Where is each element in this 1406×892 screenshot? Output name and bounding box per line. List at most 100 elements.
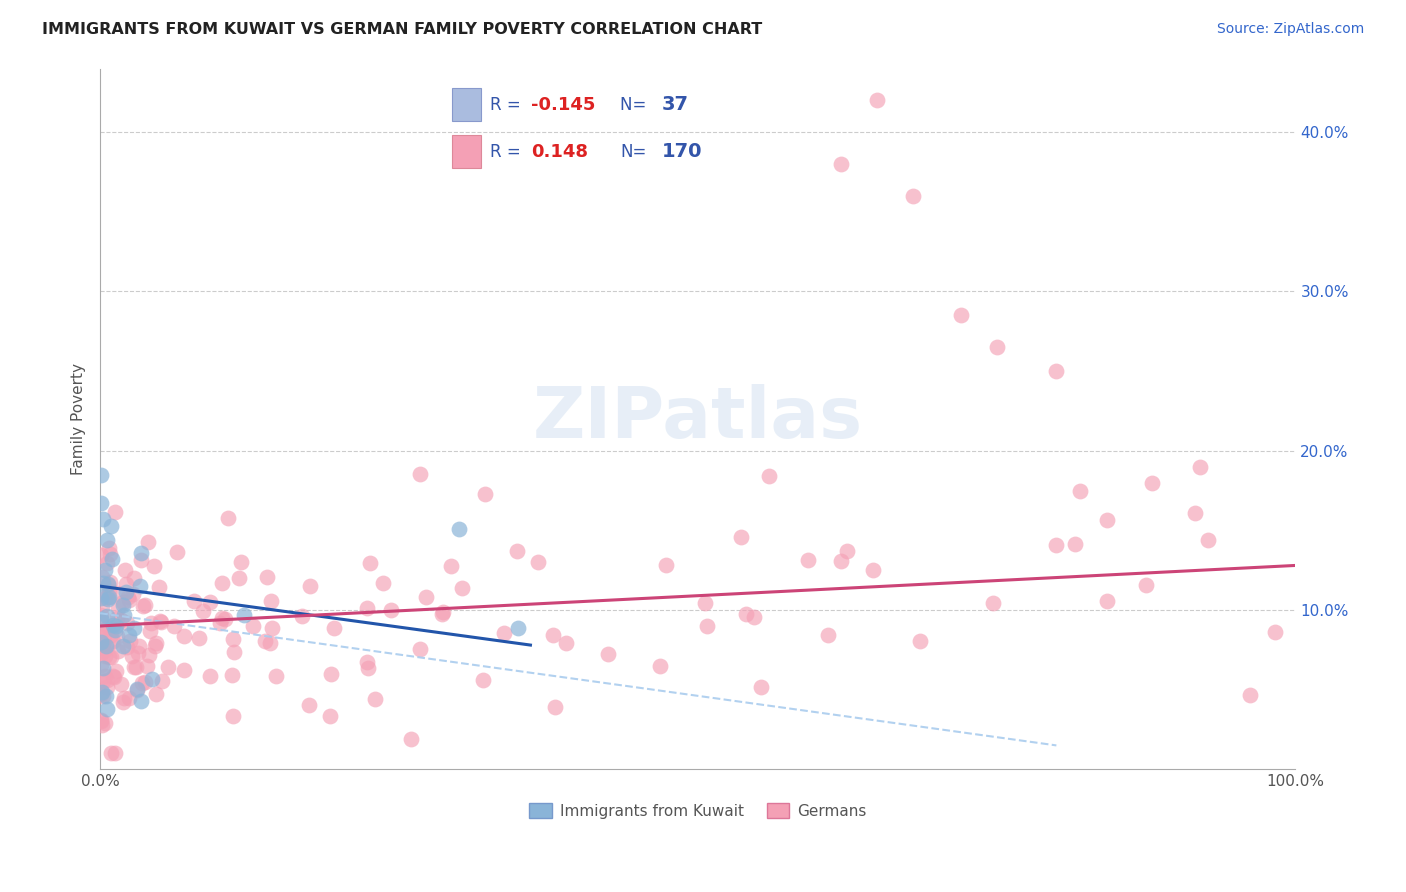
Point xyxy=(149,614,172,628)
Point xyxy=(110,677,132,691)
Point xyxy=(318,708,340,723)
Point xyxy=(94,639,117,653)
Point xyxy=(166,545,188,559)
Text: IMMIGRANTS FROM KUWAIT VS GERMAN FAMILY POVERTY CORRELATION CHART: IMMIGRANTS FROM KUWAIT VS GERMAN FAMILY … xyxy=(42,22,762,37)
Point xyxy=(96,533,118,548)
Point xyxy=(730,531,752,545)
Point xyxy=(232,607,254,622)
Point xyxy=(260,620,283,634)
Point xyxy=(93,563,115,577)
Point xyxy=(112,607,135,622)
Point xyxy=(260,593,283,607)
Point xyxy=(364,692,387,706)
Point xyxy=(112,691,135,706)
Text: 37: 37 xyxy=(661,95,689,114)
Point xyxy=(90,687,112,701)
Text: N=: N= xyxy=(620,95,651,113)
Point xyxy=(94,715,117,730)
Point xyxy=(111,595,134,609)
Point xyxy=(96,577,118,591)
Point xyxy=(90,608,112,623)
Point xyxy=(163,618,186,632)
Point xyxy=(299,579,322,593)
Point xyxy=(90,599,112,613)
Point xyxy=(145,687,167,701)
Point xyxy=(141,616,163,631)
Point xyxy=(104,623,127,637)
Point xyxy=(103,670,125,684)
Point xyxy=(134,675,156,690)
Point xyxy=(1135,578,1157,592)
Text: N=: N= xyxy=(620,143,647,161)
Point xyxy=(90,548,112,562)
Point xyxy=(91,684,114,698)
Text: ZIPatlas: ZIPatlas xyxy=(533,384,863,453)
Point xyxy=(648,659,671,673)
Point xyxy=(114,584,136,599)
Text: R =: R = xyxy=(491,143,531,161)
Point xyxy=(94,591,117,606)
Point xyxy=(98,575,121,590)
Point xyxy=(259,636,281,650)
Point xyxy=(90,713,112,727)
Point xyxy=(173,629,195,643)
Point xyxy=(96,701,118,715)
Point xyxy=(380,603,402,617)
Point xyxy=(125,681,148,696)
Point xyxy=(527,555,550,569)
Point xyxy=(1095,594,1118,608)
Point xyxy=(112,639,135,653)
Point xyxy=(494,626,516,640)
Point xyxy=(127,646,149,660)
Point xyxy=(1188,459,1211,474)
Point xyxy=(98,650,121,665)
Point xyxy=(135,658,157,673)
Point xyxy=(91,511,114,525)
Point xyxy=(96,673,118,687)
Point xyxy=(131,599,153,613)
Point xyxy=(408,467,430,482)
Point xyxy=(323,621,346,635)
Point xyxy=(107,600,129,615)
Point xyxy=(111,695,134,709)
Point xyxy=(222,708,245,723)
Point xyxy=(122,660,145,674)
Point xyxy=(401,731,423,746)
Point xyxy=(129,579,152,593)
Point xyxy=(228,571,250,585)
Point xyxy=(90,657,112,672)
Point xyxy=(90,496,112,510)
Point xyxy=(555,636,578,650)
Point xyxy=(200,669,222,683)
Point xyxy=(544,699,567,714)
Point xyxy=(193,604,215,618)
Point xyxy=(128,639,150,653)
Point xyxy=(90,717,112,731)
Point xyxy=(149,615,172,630)
Point xyxy=(103,669,125,683)
Bar xyxy=(451,136,481,168)
Point xyxy=(830,157,852,171)
Point xyxy=(450,581,472,595)
Point xyxy=(91,570,114,584)
Point xyxy=(758,469,780,483)
Point xyxy=(90,634,112,648)
Point xyxy=(1197,533,1219,547)
Point xyxy=(506,544,529,558)
Point xyxy=(91,637,114,651)
Point xyxy=(291,608,314,623)
Point xyxy=(1045,364,1067,378)
Point xyxy=(138,648,160,662)
Point xyxy=(114,563,136,577)
Point xyxy=(150,673,173,688)
Point xyxy=(901,189,924,203)
Point xyxy=(221,668,243,682)
Point xyxy=(94,669,117,683)
Point xyxy=(122,571,145,585)
Point xyxy=(118,691,141,706)
Point xyxy=(693,596,716,610)
Point xyxy=(508,621,530,635)
Point xyxy=(264,668,287,682)
Point xyxy=(115,640,138,654)
Point xyxy=(98,547,121,561)
